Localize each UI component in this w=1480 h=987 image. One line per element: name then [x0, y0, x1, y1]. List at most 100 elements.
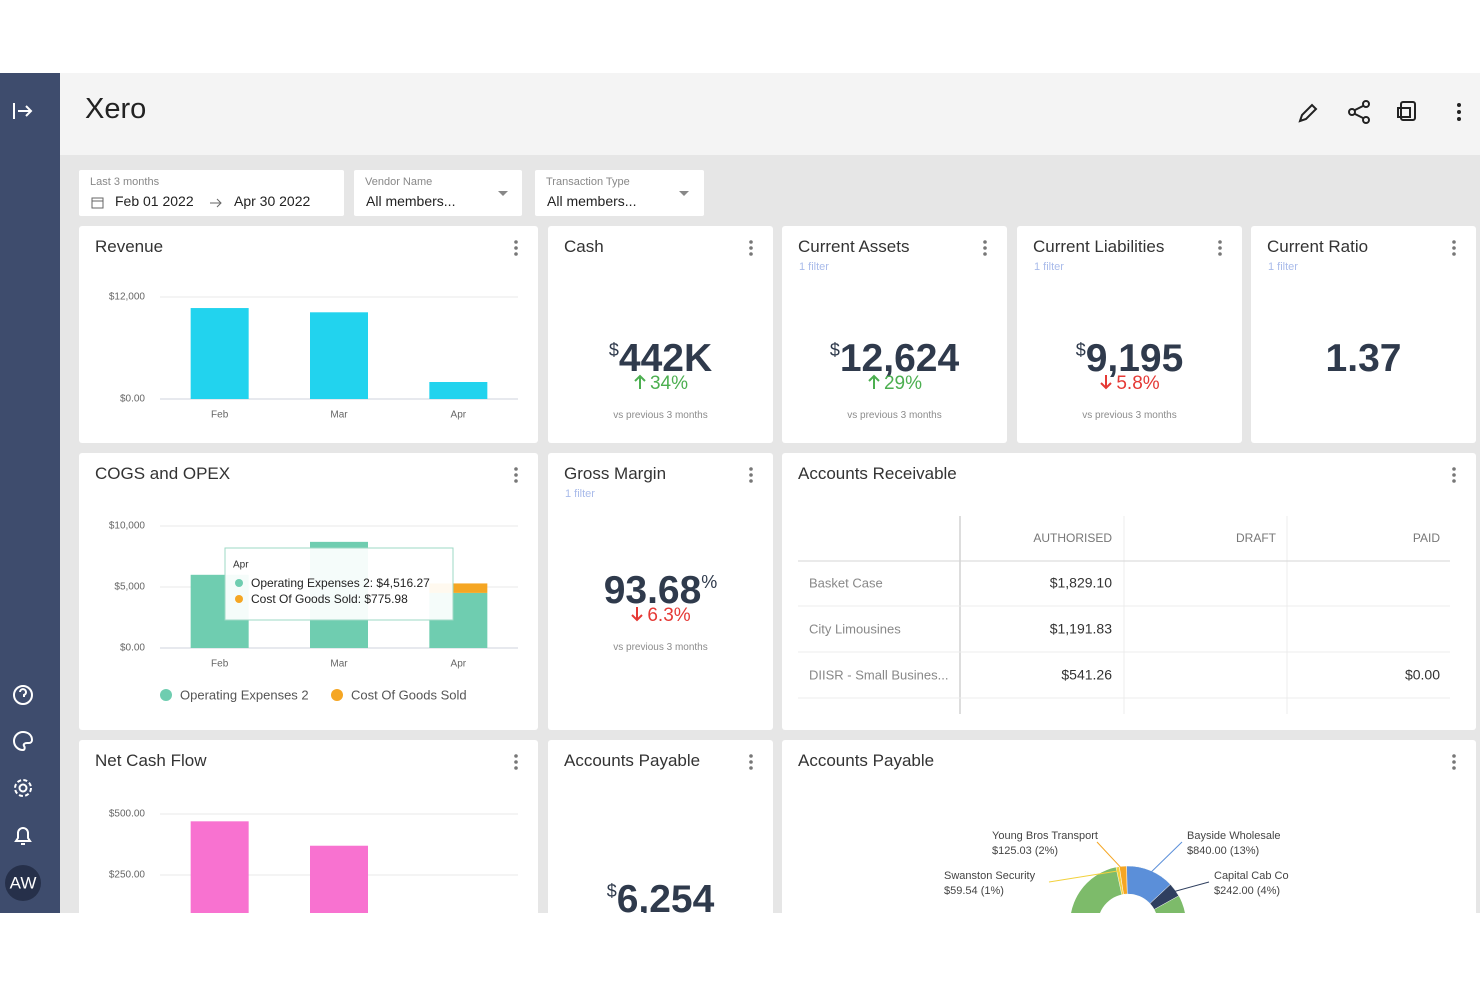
- leader-line: [1048, 870, 1119, 883]
- kpi-value: $6,254: [548, 876, 773, 913]
- x-tick-label: Apr: [451, 410, 467, 421]
- settings-icon[interactable]: [14, 779, 32, 797]
- notifications-icon[interactable]: [14, 827, 32, 845]
- widget-menu[interactable]: [513, 753, 519, 771]
- date-from: Feb 01 2022: [115, 193, 194, 209]
- widget-card: Accounts Payable Swanston Security $59.54 …: [782, 740, 1476, 913]
- widget-menu[interactable]: [513, 239, 519, 257]
- kpi-change: 6.3%: [548, 605, 773, 627]
- widget-menu[interactable]: [982, 239, 988, 257]
- trend-arrow: [631, 607, 644, 622]
- share-icon[interactable]: [1348, 100, 1370, 124]
- widget-title: Accounts Payable: [564, 751, 701, 770]
- y-tick-label: $0.00: [120, 643, 145, 654]
- header-actions: [1298, 100, 1461, 124]
- header: Xero: [60, 73, 1480, 155]
- kpi-change: 34%: [548, 373, 773, 395]
- widget-card: Revenue $0.00 $12,000 Feb Mar Apr: [79, 226, 538, 443]
- theme-icon[interactable]: [13, 730, 34, 752]
- menu-dot: [1452, 246, 1456, 250]
- sidebar-icons: AW: [5, 103, 41, 901]
- kpi-change: 29%: [782, 373, 1007, 395]
- edit-icon[interactable]: [1298, 103, 1318, 123]
- widget-filter[interactable]: 1 filter: [799, 261, 829, 273]
- widget-menu[interactable]: [513, 466, 519, 484]
- menu-dot: [1218, 252, 1222, 256]
- filter-value: All members...: [547, 193, 637, 209]
- menu-dot: [514, 479, 518, 483]
- chart: $250.00 $500.00: [109, 809, 518, 913]
- trend-arrow-path: [634, 374, 646, 389]
- trend-arrow: [868, 374, 880, 389]
- donut-slice: [1149, 884, 1180, 910]
- pdf-icon[interactable]: [1397, 101, 1416, 121]
- leader-line: [1148, 841, 1183, 875]
- tooltip-swatch: [235, 579, 243, 587]
- bar: [310, 845, 368, 913]
- menu-dot: [1452, 252, 1456, 256]
- widget-filter[interactable]: 1 filter: [565, 488, 595, 500]
- kpi-prefix: $: [829, 340, 840, 360]
- kpi-value: 93.68%: [548, 567, 773, 615]
- widget-filter[interactable]: 1 filter: [1268, 261, 1298, 273]
- widget-menu[interactable]: [748, 239, 754, 257]
- widget-menu[interactable]: [1217, 239, 1223, 257]
- widget-title: Current Assets: [798, 237, 910, 256]
- vendor-filter[interactable]: Vendor Name All members...: [354, 170, 522, 216]
- filter-value: All members...: [366, 193, 456, 209]
- tooltip-swatch: [235, 595, 243, 603]
- chart: Swanston Security $59.54 (1%) Young Bros T…: [944, 830, 1289, 913]
- chart: $0.00 $12,000 Feb Mar Apr: [109, 292, 518, 421]
- widget-menu[interactable]: [1451, 466, 1457, 484]
- trend-arrow: [1100, 375, 1113, 390]
- kpi-number: 6,254: [616, 878, 715, 913]
- bar: [429, 382, 488, 399]
- slice-label: $242.00 (4%): [1214, 885, 1280, 897]
- slice-label: $125.03 (2%): [992, 845, 1058, 857]
- menu-dot: [749, 246, 753, 250]
- more-icon[interactable]: [1457, 103, 1461, 121]
- dropdown-caret: [679, 191, 689, 196]
- widget-filter[interactable]: 1 filter: [1034, 261, 1064, 273]
- dashboard-title: Xero: [85, 93, 147, 125]
- help-icon[interactable]: [13, 685, 33, 705]
- y-tick-label: $10,000: [109, 521, 146, 532]
- x-tick-label: Feb: [211, 659, 229, 670]
- dropdown-caret: [498, 191, 508, 196]
- legend-swatch: [331, 689, 343, 701]
- menu-dot: [514, 754, 518, 758]
- kpi-note: vs previous 3 months: [1082, 410, 1177, 421]
- calendar-icon: [91, 197, 104, 209]
- date-filter[interactable]: Last 3 months Feb 01 2022 Apr 30 2022: [79, 170, 344, 216]
- widget-title: Revenue: [95, 237, 164, 256]
- menu-dot: [749, 760, 753, 764]
- legend-label: Operating Expenses 2: [180, 687, 309, 702]
- column-header: AUTHORISED: [1033, 531, 1112, 545]
- menu-dot: [983, 246, 987, 250]
- widget-menu[interactable]: [1451, 239, 1457, 257]
- y-tick-label: $250.00: [109, 870, 146, 881]
- widget-menu[interactable]: [1451, 753, 1457, 771]
- transaction-filter[interactable]: Transaction Type All members...: [535, 170, 704, 216]
- column-header: DRAFT: [1236, 531, 1277, 545]
- avatar[interactable]: [5, 865, 41, 901]
- menu-dot: [1452, 479, 1456, 483]
- kpi-value: 1.37: [1251, 335, 1476, 383]
- leader-line: [1096, 841, 1124, 871]
- slice-label: $840.00 (13%): [1187, 845, 1259, 857]
- table-amount: $541.26: [1061, 667, 1112, 683]
- x-tick-label: Mar: [330, 659, 348, 670]
- table-amount: $1,829.10: [1050, 575, 1112, 591]
- widget-title: Current Liabilities: [1033, 237, 1165, 256]
- kpi-change-value: 5.8%: [1116, 373, 1160, 394]
- kpi-prefix: $: [606, 881, 617, 901]
- widget-menu[interactable]: [748, 753, 754, 771]
- expand-icon[interactable]: [13, 103, 33, 119]
- slice-label: $59.54 (1%): [944, 885, 1004, 897]
- widget-menu[interactable]: [748, 466, 754, 484]
- y-tick-label: $12,000: [109, 292, 146, 303]
- kpi-note: vs previous 3 months: [847, 410, 942, 421]
- kpi-prefix: $: [1075, 340, 1086, 360]
